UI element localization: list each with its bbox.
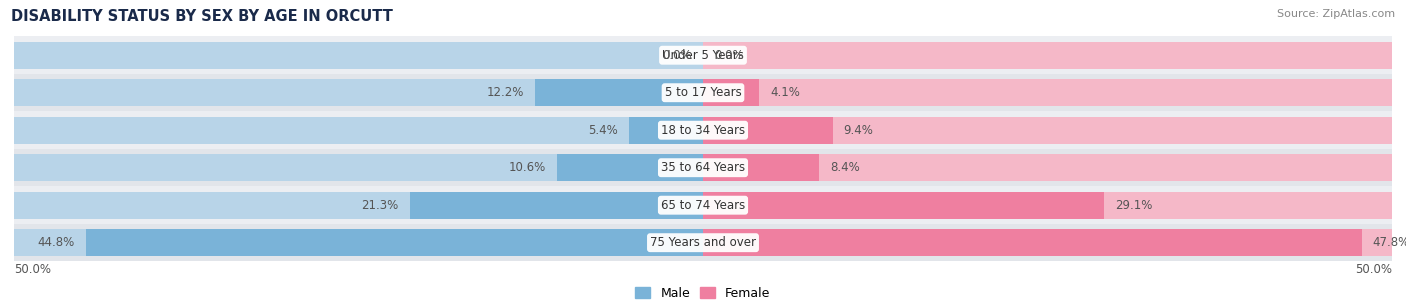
Text: 18 to 34 Years: 18 to 34 Years xyxy=(661,124,745,137)
Bar xyxy=(14,117,703,144)
Text: 47.8%: 47.8% xyxy=(1372,236,1406,249)
Text: 12.2%: 12.2% xyxy=(486,86,524,99)
Bar xyxy=(703,192,1392,219)
Text: 0.0%: 0.0% xyxy=(662,49,692,62)
Bar xyxy=(703,117,832,144)
Text: 65 to 74 Years: 65 to 74 Years xyxy=(661,199,745,212)
Text: 44.8%: 44.8% xyxy=(38,236,75,249)
Bar xyxy=(14,79,703,106)
Text: 29.1%: 29.1% xyxy=(1115,199,1153,212)
Text: DISABILITY STATUS BY SEX BY AGE IN ORCUTT: DISABILITY STATUS BY SEX BY AGE IN ORCUT… xyxy=(11,9,394,24)
Text: 50.0%: 50.0% xyxy=(14,263,51,276)
Bar xyxy=(14,149,1392,186)
Bar xyxy=(703,154,1392,181)
Text: 0.0%: 0.0% xyxy=(714,49,744,62)
Text: 10.6%: 10.6% xyxy=(509,161,546,174)
Text: 50.0%: 50.0% xyxy=(1355,263,1392,276)
Text: Source: ZipAtlas.com: Source: ZipAtlas.com xyxy=(1277,9,1395,19)
Bar xyxy=(86,229,703,256)
Text: 4.1%: 4.1% xyxy=(770,86,800,99)
Text: Under 5 Years: Under 5 Years xyxy=(662,49,744,62)
Text: 35 to 64 Years: 35 to 64 Years xyxy=(661,161,745,174)
Bar xyxy=(703,42,1392,69)
Text: 8.4%: 8.4% xyxy=(830,161,859,174)
Bar xyxy=(703,79,759,106)
Bar xyxy=(14,186,1392,224)
Bar xyxy=(703,154,818,181)
Bar xyxy=(14,36,1392,74)
Bar xyxy=(14,192,703,219)
Bar xyxy=(14,42,703,69)
Bar xyxy=(534,79,703,106)
Bar xyxy=(14,112,1392,149)
Bar xyxy=(703,79,1392,106)
Text: 9.4%: 9.4% xyxy=(844,124,873,137)
Text: 21.3%: 21.3% xyxy=(361,199,398,212)
Bar xyxy=(703,229,1361,256)
Bar xyxy=(703,117,1392,144)
Text: 5 to 17 Years: 5 to 17 Years xyxy=(665,86,741,99)
Text: 5.4%: 5.4% xyxy=(588,124,617,137)
Bar xyxy=(703,192,1104,219)
Bar xyxy=(409,192,703,219)
Bar xyxy=(14,74,1392,112)
Bar xyxy=(14,154,703,181)
Bar xyxy=(628,117,703,144)
Bar xyxy=(14,229,703,256)
Bar xyxy=(703,229,1392,256)
Legend: Male, Female: Male, Female xyxy=(630,282,776,304)
Bar xyxy=(14,224,1392,261)
Bar xyxy=(557,154,703,181)
Text: 75 Years and over: 75 Years and over xyxy=(650,236,756,249)
